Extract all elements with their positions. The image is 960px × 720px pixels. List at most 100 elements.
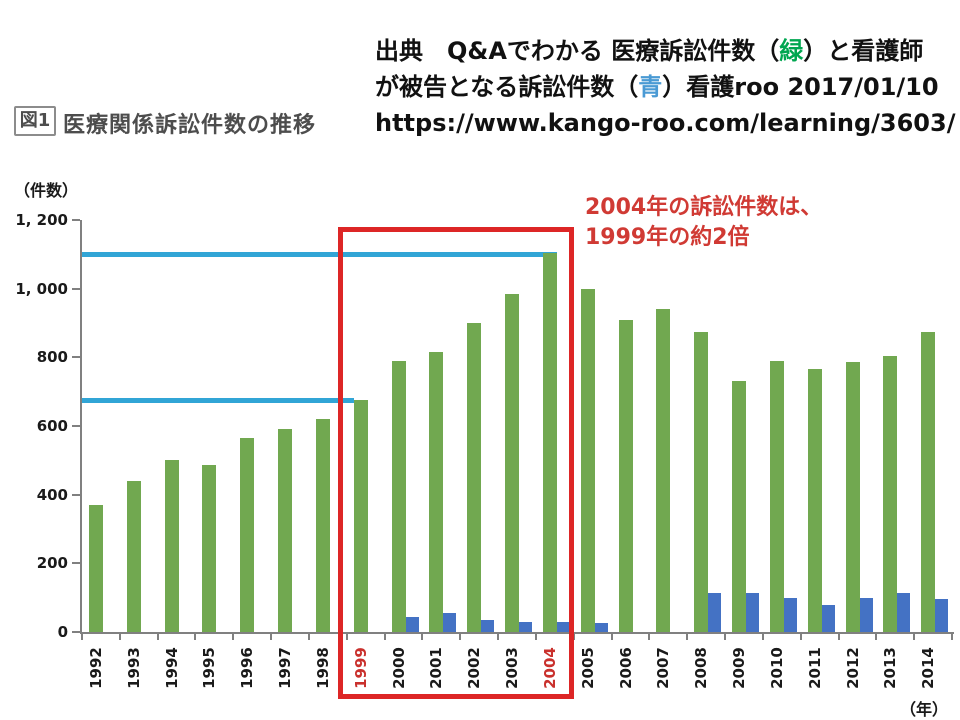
bar-blue-2011	[821, 604, 835, 632]
bar-blue-2012	[859, 597, 873, 632]
x-tick-mark	[232, 634, 235, 640]
x-tick-mark	[118, 634, 121, 640]
x-tick-mark	[572, 634, 575, 640]
x-tick-mark	[648, 634, 651, 640]
annotation-line-1: 2004年の訴訟件数は、	[585, 195, 823, 220]
y-tick-mark	[72, 493, 80, 496]
x-tick-mark	[724, 634, 727, 640]
source-text-part: https://www.kango-roo.com/learning/3603/	[375, 109, 956, 137]
y-tick-mark	[72, 287, 80, 290]
source-citation: 出典 Q&Aでわかる 医療訴訟件数（緑）と看護師 が被告となる訴訟件数（青）看護r…	[375, 33, 956, 141]
y-tick-mark	[72, 425, 80, 427]
bar-green-2004	[542, 252, 557, 632]
bar-green-1993	[126, 480, 141, 632]
x-tick-label-2010: 2010	[767, 647, 786, 689]
source-text-part: ）と看護師	[803, 37, 924, 65]
x-tick-mark	[270, 634, 273, 640]
x-tick-mark	[875, 634, 878, 640]
y-tick-label: 200	[36, 554, 68, 573]
x-tick-label-1998: 1998	[313, 647, 332, 689]
x-tick-label-1992: 1992	[87, 647, 105, 689]
x-tick-mark	[459, 634, 462, 640]
x-axis-line	[80, 632, 954, 634]
x-tick-label-2005: 2005	[578, 647, 597, 689]
x-tick-mark	[497, 634, 500, 640]
bar-green-1998	[315, 419, 330, 632]
y-tick-label: 400	[36, 485, 68, 504]
x-tick-mark	[913, 634, 916, 640]
x-tick-mark	[81, 634, 83, 640]
bar-green-2007	[656, 309, 671, 632]
bar-blue-2014	[935, 599, 949, 632]
x-tick-label-2006: 2006	[616, 647, 635, 689]
bar-green-2003	[505, 293, 520, 632]
bar-green-2014	[921, 331, 936, 632]
bar-green-2009	[732, 381, 747, 632]
y-tick-label: 1, 000	[15, 279, 68, 298]
x-tick-mark	[610, 634, 613, 640]
bar-green-2000	[391, 360, 406, 632]
x-tick-mark	[761, 634, 764, 640]
x-tick-mark	[951, 634, 953, 640]
bar-green-2001	[429, 352, 444, 632]
source-line: が被告となる訴訟件数（青）看護roo 2017/01/10	[375, 69, 953, 105]
bar-blue-2010	[783, 597, 797, 632]
y-tick-mark	[72, 356, 80, 359]
bar-green-1995	[202, 465, 217, 632]
x-tick-label-1996: 1996	[238, 647, 257, 689]
bar-green-1994	[164, 460, 179, 632]
x-tick-label-2008: 2008	[692, 647, 711, 689]
x-tick-mark	[307, 634, 310, 640]
y-tick-mark	[72, 631, 80, 633]
bar-green-1997	[278, 429, 293, 632]
highlight-box	[337, 227, 574, 699]
y-tick-label: 800	[36, 348, 68, 367]
source-text-part: 緑	[779, 37, 804, 65]
source-text-part: 出典 Q&Aでわかる 医療訴訟件数（	[375, 37, 780, 65]
x-tick-label-1997: 1997	[276, 647, 295, 689]
bar-green-2013	[883, 355, 898, 632]
x-tick-mark	[383, 634, 386, 640]
x-tick-label-2009: 2009	[730, 647, 749, 689]
source-line: https://www.kango-roo.com/learning/3603/	[375, 105, 956, 141]
bar-blue-2002	[481, 619, 495, 632]
bar-blue-2004	[556, 621, 570, 632]
bar-green-1999	[353, 400, 368, 632]
bar-blue-2009	[746, 592, 760, 632]
bar-blue-2005	[594, 623, 608, 632]
x-axis-unit-label: （年）	[900, 700, 949, 719]
bar-green-2010	[769, 360, 784, 632]
x-tick-label-2013: 2013	[881, 647, 900, 689]
y-tick-mark	[72, 219, 80, 221]
source-text-part: が被告となる訴訟件数（	[375, 73, 639, 101]
bar-blue-2008	[708, 592, 722, 632]
bar-green-2002	[467, 323, 482, 632]
x-tick-label-2012: 2012	[843, 647, 862, 689]
x-tick-mark	[345, 634, 348, 640]
x-tick-mark	[837, 634, 840, 640]
bar-green-2011	[807, 369, 822, 632]
y-tick-label: 0	[57, 623, 68, 641]
x-tick-label-1994: 1994	[162, 647, 181, 689]
x-tick-label-1995: 1995	[200, 647, 219, 689]
bar-blue-2000	[405, 616, 419, 632]
x-tick-mark	[534, 634, 537, 640]
bar-green-1992	[89, 504, 103, 632]
reference-line-1999	[82, 398, 354, 404]
bar-blue-2003	[519, 621, 533, 632]
x-tick-label-1993: 1993	[124, 647, 143, 689]
x-tick-mark	[799, 634, 802, 640]
chart-title: 医療関係訴訟件数の推移	[63, 113, 317, 138]
y-tick-label: 1, 200	[15, 211, 68, 229]
reference-line-2004	[82, 252, 557, 258]
source-line: 出典 Q&Aでわかる 医療訴訟件数（緑）と看護師	[375, 33, 953, 69]
y-axis-unit-label: （件数）	[14, 181, 79, 200]
bar-green-2012	[845, 362, 860, 632]
x-tick-mark	[421, 634, 424, 640]
annotation-line-2: 1999年の約2倍	[585, 225, 750, 250]
bar-blue-2001	[443, 613, 457, 632]
bar-green-1996	[240, 438, 255, 632]
y-tick-label: 600	[36, 417, 68, 435]
